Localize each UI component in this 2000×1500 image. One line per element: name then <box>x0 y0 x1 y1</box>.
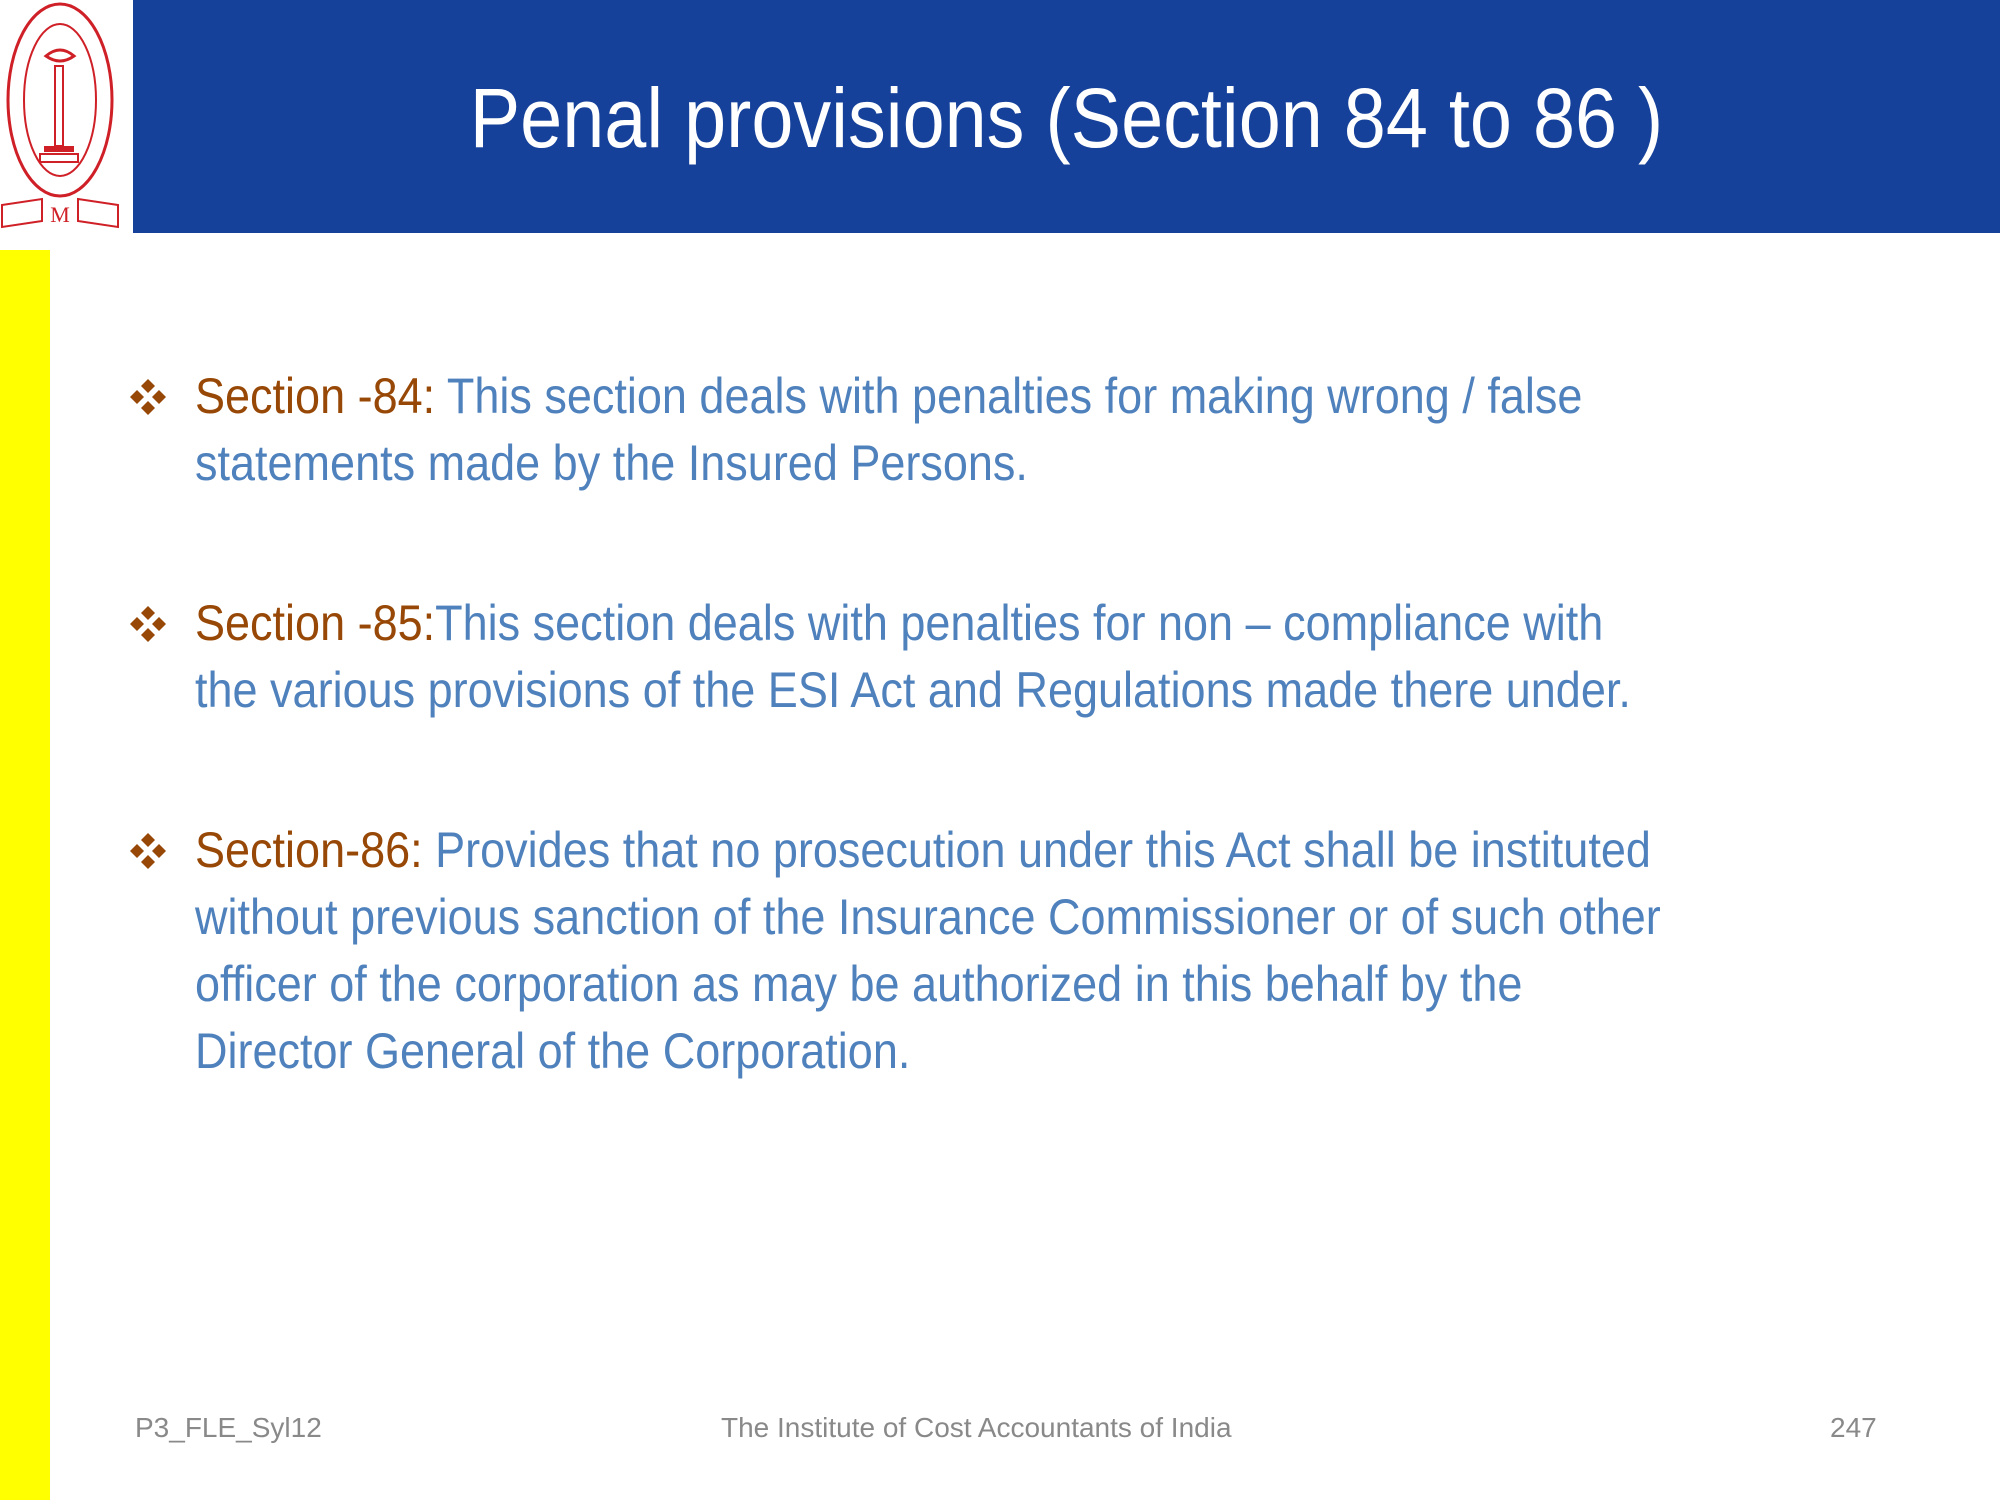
bullet-text: statements made by the Insured Persons. <box>195 435 1028 491</box>
bullet-text: This section deals with penalties for ma… <box>435 368 1583 424</box>
slide-title: Penal provisions (Section 84 to 86 ) <box>469 71 1664 165</box>
footer-code: P3_FLE_Syl12 <box>135 1412 322 1443</box>
bullet-text: without previous sanction of the Insuran… <box>195 889 1661 945</box>
sidebar-accent-bar <box>0 250 50 1500</box>
diamond-bullet-icon <box>130 379 166 415</box>
bullet-text: Director General of the Corporation. <box>195 1023 911 1079</box>
section-label: Section-86: <box>195 822 423 878</box>
diamond-bullet-icon <box>130 833 166 869</box>
svg-text:M: M <box>50 202 70 227</box>
bullet-text: the various provisions of the ESI Act an… <box>195 662 1631 718</box>
institute-logo: M <box>0 0 133 233</box>
bullet-text: officer of the corporation as may be aut… <box>195 956 1523 1012</box>
page-number: 247 <box>1830 1412 1877 1443</box>
bullet-text: Provides that no prosecution under this … <box>422 822 1651 878</box>
diamond-bullet-icon <box>130 606 166 642</box>
bullet-text: This section deals with penalties for no… <box>435 595 1604 651</box>
title-bar: Penal provisions (Section 84 to 86 ) <box>133 0 2000 233</box>
section-label: Section -84: <box>195 368 436 424</box>
section-label: Section -85: <box>195 595 436 651</box>
footer-institute-name: The Institute of Cost Accountants of Ind… <box>721 1412 1232 1443</box>
